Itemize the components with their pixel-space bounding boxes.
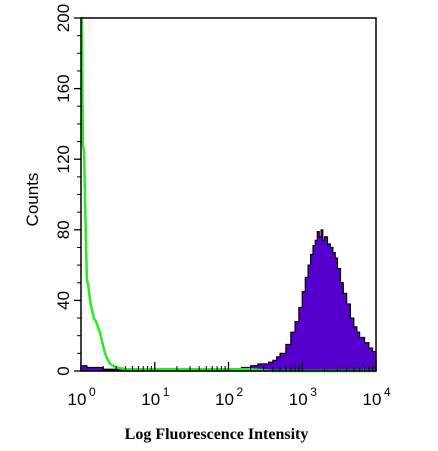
- x-tick-label: 10: [68, 390, 87, 409]
- x-tick-label: 10: [289, 390, 308, 409]
- x-tick-exponent: 4: [384, 385, 391, 399]
- y-tick-label: 40: [54, 291, 73, 310]
- x-axis-title: Log Fluorescence Intensity: [125, 426, 309, 443]
- y-tick-label: 200: [54, 4, 73, 32]
- axis-ticks: [74, 17, 377, 372]
- y-tick-label: 0: [54, 366, 73, 375]
- x-tick-exponent: 3: [310, 385, 317, 399]
- series-0-filled-histogram: [80, 229, 377, 372]
- y-tick-label: 120: [54, 145, 73, 173]
- x-tick-exponent: 0: [89, 385, 96, 399]
- series-1-line-histogram: [80, 16, 376, 373]
- x-tick-exponent: 1: [163, 385, 170, 399]
- x-tick-label: 10: [363, 390, 382, 409]
- y-tick-label: 160: [54, 74, 73, 102]
- y-axis-title: Counts: [23, 173, 42, 227]
- x-tick-exponent: 2: [237, 385, 244, 399]
- y-tick-label: 80: [54, 220, 73, 239]
- x-tick-label: 10: [141, 390, 160, 409]
- x-tick-label: 10: [215, 390, 234, 409]
- plot-area: [80, 16, 377, 373]
